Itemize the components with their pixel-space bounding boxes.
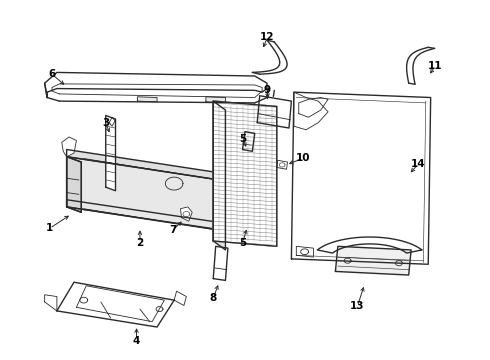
Polygon shape (45, 72, 267, 98)
Polygon shape (106, 116, 116, 191)
Polygon shape (206, 97, 225, 103)
Polygon shape (243, 132, 255, 151)
Text: 14: 14 (411, 159, 426, 169)
Text: 4: 4 (133, 336, 140, 346)
Text: 1: 1 (46, 224, 53, 233)
Text: 12: 12 (260, 32, 275, 42)
Polygon shape (292, 92, 431, 264)
Text: 11: 11 (428, 61, 443, 71)
Polygon shape (62, 137, 76, 157)
Polygon shape (67, 200, 260, 235)
Polygon shape (174, 291, 186, 306)
Text: 8: 8 (210, 293, 217, 303)
Polygon shape (318, 237, 422, 253)
Polygon shape (213, 101, 277, 246)
Text: 5: 5 (239, 238, 246, 248)
Text: 9: 9 (264, 85, 270, 95)
Text: 6: 6 (49, 69, 56, 79)
Polygon shape (213, 101, 277, 246)
Polygon shape (277, 160, 288, 169)
Polygon shape (45, 295, 57, 311)
Text: 5: 5 (239, 134, 246, 144)
Text: 7: 7 (169, 225, 176, 235)
Text: 2: 2 (136, 238, 144, 248)
Polygon shape (67, 149, 255, 185)
Polygon shape (257, 96, 292, 128)
Polygon shape (67, 157, 81, 212)
Polygon shape (213, 101, 225, 250)
Polygon shape (57, 282, 174, 327)
Polygon shape (243, 184, 255, 225)
Polygon shape (296, 246, 314, 257)
Text: 3: 3 (102, 118, 109, 128)
Polygon shape (213, 246, 228, 280)
Polygon shape (294, 92, 328, 130)
Polygon shape (138, 97, 157, 102)
Text: 10: 10 (295, 153, 310, 163)
Polygon shape (180, 207, 192, 221)
Polygon shape (67, 157, 255, 235)
Polygon shape (335, 246, 411, 275)
Text: 13: 13 (350, 301, 365, 311)
